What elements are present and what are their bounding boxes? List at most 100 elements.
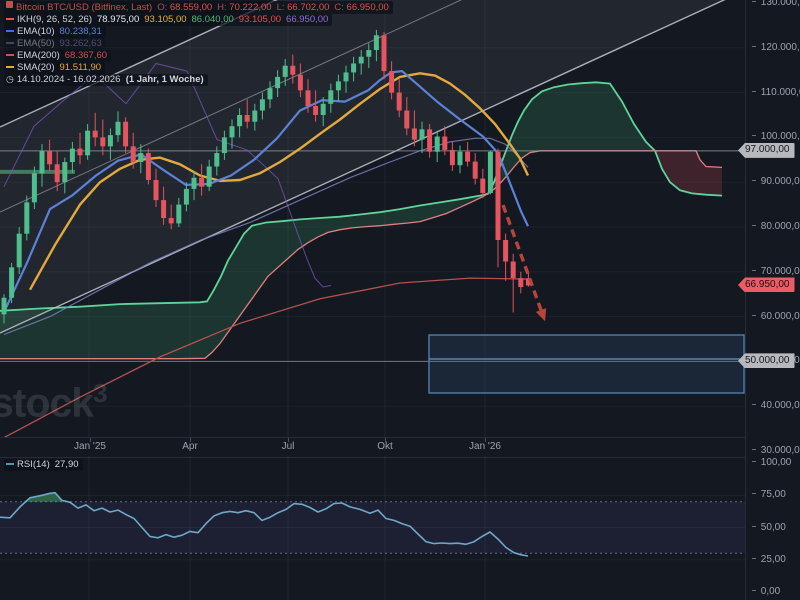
indicator-value: 80.238,31: [59, 26, 102, 37]
candle: [290, 65, 296, 75]
open-label: O:: [157, 2, 168, 13]
candle: [161, 200, 167, 219]
chikou-span-line: [3, 62, 332, 288]
candle: [9, 267, 15, 298]
rsi-label-100: 100,00: [752, 457, 791, 468]
ema50-line: [3, 137, 529, 336]
candle: [31, 173, 37, 203]
candle: [24, 202, 30, 234]
time-axis[interactable]: Jan '25 Apr Jul Okt Jan '26: [0, 437, 746, 458]
senkou-b-line: [0, 150, 723, 360]
time-label: Okt: [377, 441, 393, 452]
indicator-value: 93.262,63: [59, 38, 102, 49]
rsi-name: RSI(14): [17, 459, 50, 470]
price-label-90: 90.000,00: [752, 176, 800, 187]
grid: [88, 0, 486, 437]
indicator-line-marker: [6, 66, 14, 68]
down-trend-arrow[interactable]: [501, 204, 547, 322]
candle: [153, 179, 159, 201]
candle: [244, 115, 250, 122]
price-label-60: 60.000,00: [752, 311, 800, 322]
candle: [92, 130, 98, 138]
ichimoku-cloud: [0, 81, 723, 360]
price-label-110: 110.000,00: [752, 87, 800, 98]
candle: [480, 178, 486, 193]
candle: [297, 74, 303, 91]
senkou-a-line: [0, 81, 723, 312]
time-label: Jan '26: [469, 441, 501, 452]
indicator-value: 86.040,00: [191, 14, 234, 25]
price-label-70: 70.000,00: [752, 266, 800, 277]
support-box-1: [428, 334, 745, 360]
symbol-title: Bitcoin BTC/USD (Bitfinex, Last): [16, 2, 153, 13]
candle: [252, 110, 258, 122]
indicator-value: 68.367,60: [64, 50, 108, 61]
candle: [320, 103, 326, 115]
indicator-row-ema[interactable]: EMA(50) 93.262,63: [4, 38, 106, 50]
indicator-row-ema[interactable]: EMA(10) 80.238,31: [4, 26, 106, 38]
date-range-detail: (1 Jahr, 1 Woche): [125, 74, 204, 85]
rsi-pane[interactable]: [0, 456, 746, 600]
candle: [54, 164, 60, 183]
ema200-line: [3, 277, 529, 437]
time-tick: [485, 438, 486, 442]
time-label: Jan '25: [74, 441, 106, 452]
candle: [237, 115, 243, 127]
candle: [351, 63, 357, 73]
price-label-130: 130.000,00: [752, 0, 800, 8]
channel-upper-line: [0, 0, 278, 128]
candle: [214, 153, 220, 167]
candle: [389, 71, 395, 93]
rsi-label-0: 0,00: [752, 586, 780, 597]
rsi-label-50: 50,00: [752, 522, 786, 533]
time-tick: [190, 438, 191, 442]
indicator-row-sma[interactable]: SMA(20) 91.511,90: [4, 62, 106, 74]
channel-lower-line: [0, 0, 726, 334]
indicator-value: 93.105,00: [238, 14, 282, 25]
candle: [510, 261, 516, 279]
candle: [183, 188, 189, 205]
indicator-value: 91.511,90: [59, 62, 102, 73]
candle: [221, 137, 227, 154]
price-label-100: 100.000,00: [752, 131, 800, 142]
rsi-legend-row[interactable]: RSI(14) 27,90: [4, 459, 83, 471]
rsi-grid: [0, 456, 746, 600]
candle: [381, 35, 387, 72]
candle: [313, 106, 319, 115]
indicator-value: 66.950,00: [286, 14, 329, 25]
candle: [503, 239, 509, 262]
candle: [16, 233, 22, 268]
indicator-line-marker: [6, 18, 14, 20]
candle: [199, 177, 205, 187]
candle: [343, 72, 349, 82]
candle: [411, 128, 417, 140]
channel-lines[interactable]: [0, 0, 746, 334]
support-zone-boxes[interactable]: [428, 334, 745, 394]
candle: [115, 121, 121, 136]
candle: [229, 126, 235, 138]
stock3-watermark: stock3: [0, 378, 108, 426]
candle: [259, 99, 265, 111]
high-label: H:: [217, 2, 227, 13]
indicator-line-marker: [6, 54, 14, 56]
indicator-name: EMA(200): [17, 50, 60, 61]
indicator-row-ema[interactable]: EMA(200) 68.367,60: [4, 50, 112, 62]
close-value: 66.950,00: [346, 2, 389, 13]
candle: [328, 90, 334, 104]
price-label-80: 80.000,00: [752, 221, 800, 232]
time-tick: [90, 438, 91, 442]
price-axis-scale[interactable]: 130.000,00 120.000,00 110.000,00 100.000…: [738, 0, 800, 600]
candle: [282, 65, 288, 77]
time-tick: [288, 438, 289, 442]
support-box-2: [428, 358, 745, 394]
rsi-line: [0, 491, 529, 557]
symbol-legend-row[interactable]: Bitcoin BTC/USD (Bitfinex, Last) O: 68.55…: [4, 1, 393, 14]
candle: [472, 161, 478, 179]
price-tag-50: 50.000,00: [738, 353, 795, 369]
candle: [434, 136, 440, 152]
sma20-line: [28, 72, 530, 291]
indicator-row-ikh[interactable]: IKH(9, 26, 52, 26) 78.975,00 93.105,00 86.0…: [4, 14, 333, 26]
candle: [123, 121, 129, 147]
candle: [487, 151, 493, 193]
